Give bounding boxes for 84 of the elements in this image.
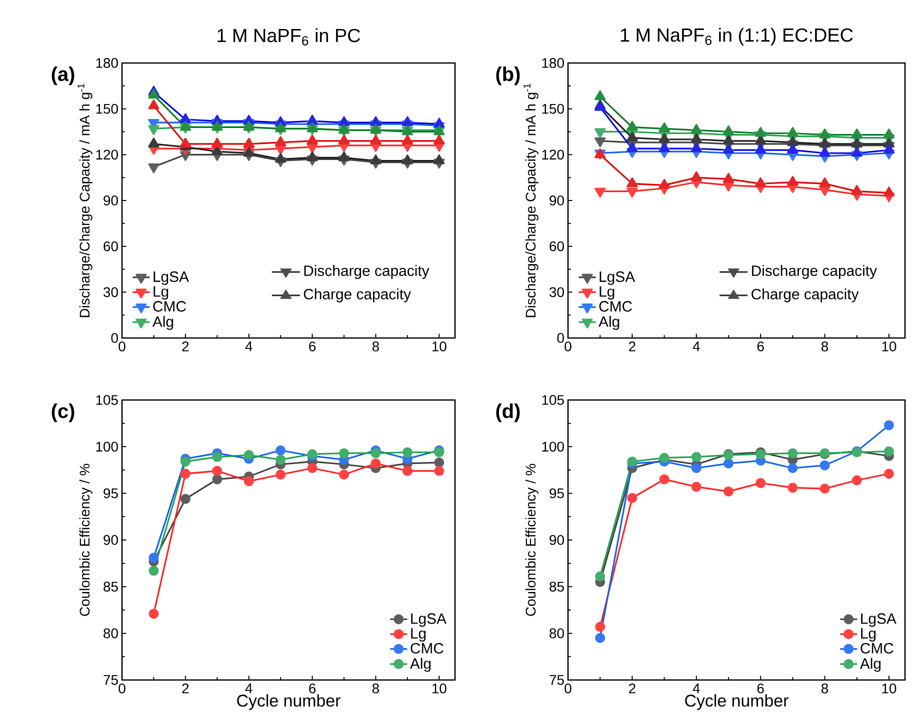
x-tick-label: 2 — [629, 341, 636, 352]
x-tick-label: 10 — [432, 683, 446, 694]
x-tick-label: 10 — [432, 341, 446, 352]
chart-title: 1 M NaPF$_{6}$ in (1:1) EC:DEC — [620, 28, 853, 46]
legend-label: CMC — [153, 301, 186, 312]
x-tick-label: 8 — [822, 341, 828, 352]
x-tick-label: 4 — [692, 342, 700, 352]
annotation: Charge capacity — [752, 288, 859, 302]
legend-label: Alg — [598, 316, 620, 330]
y-axis-title: Discharge/Charge Capacity / mA h g$^{-1}$ — [78, 84, 92, 318]
y-tick-label: 180 — [96, 58, 118, 68]
legend-label: CMC — [599, 301, 632, 312]
y-tick-label: 30 — [104, 287, 118, 298]
y-tick-label: 120 — [96, 150, 118, 160]
legend-label: Alg — [860, 658, 881, 672]
x-tick-label: 8 — [822, 683, 828, 694]
y-tick-label: 80 — [550, 628, 564, 638]
y-tick-label: 95 — [550, 488, 564, 498]
x-tick-label: 10 — [882, 341, 896, 352]
y-tick-label: 0 — [557, 333, 564, 343]
legend-label: Lg — [600, 286, 614, 300]
x-tick-label: 6 — [309, 341, 316, 352]
y-tick-label: 105 — [542, 395, 564, 405]
y-axis-title: Coulombic Efficiency / % — [525, 464, 538, 616]
x-axis-title: Cycle number — [685, 694, 788, 710]
legend-label: CMC — [860, 642, 894, 654]
legend-label: Alg — [152, 316, 174, 330]
y-tick-label: 85 — [550, 582, 564, 592]
y-tick-label: 150 — [542, 104, 564, 114]
x-tick-label: 2 — [629, 683, 636, 694]
y-tick-label: 80 — [104, 628, 118, 638]
y-tick-label: 100 — [542, 442, 564, 452]
chart-title: 1 M NaPF$_{6}$ in PC — [218, 28, 360, 46]
x-axis-title: Cycle number — [237, 694, 340, 710]
y-tick-label: 120 — [542, 150, 564, 160]
x-tick-label: 6 — [757, 341, 764, 352]
x-tick-label: 4 — [245, 684, 252, 694]
x-tick-label: 8 — [372, 341, 379, 352]
annotation: Discharge capacity — [752, 265, 877, 279]
text: (a) — [52, 66, 74, 86]
legend-label: Alg — [410, 658, 431, 672]
y-tick-label: 95 — [104, 488, 118, 498]
legend-label: LgSA — [154, 271, 189, 285]
x-tick-label: 0 — [564, 683, 572, 694]
y-tick-label: 150 — [96, 104, 118, 114]
y-tick-label: 90 — [104, 535, 118, 545]
x-tick-label: 6 — [757, 683, 764, 694]
y-tick-label: 75 — [550, 675, 564, 685]
y-axis-title: Coulombic Efficiency / % — [79, 464, 92, 616]
x-tick-label: 0 — [118, 683, 126, 694]
y-tick-label: 90 — [550, 196, 564, 206]
x-tick-label: 6 — [309, 683, 316, 694]
annotation: Discharge capacity — [304, 265, 430, 279]
y-tick-label: 60 — [550, 241, 564, 252]
x-tick-label: 4 — [245, 342, 252, 352]
x-tick-label: 0 — [118, 341, 126, 352]
legend-label: Lg — [411, 628, 426, 642]
y-tick-label: 0 — [111, 333, 118, 343]
y-tick-label: 90 — [104, 196, 118, 206]
legend-label: Lg — [154, 286, 168, 300]
y-tick-label: 180 — [542, 58, 564, 68]
legend-label: CMC — [410, 642, 444, 654]
x-tick-label: 10 — [882, 683, 896, 694]
y-tick-label: 105 — [96, 395, 118, 405]
y-tick-label: 85 — [104, 582, 118, 592]
x-tick-label: 2 — [182, 683, 189, 694]
text: (d) — [496, 404, 520, 422]
x-tick-label: 0 — [564, 341, 572, 352]
text: (b) — [496, 66, 520, 86]
y-axis-title: Discharge/Charge Capacity / mA h g$^{-1}$ — [524, 84, 538, 318]
y-tick-label: 30 — [550, 287, 564, 298]
y-tick-label: 75 — [104, 675, 118, 685]
y-tick-label: 60 — [104, 241, 118, 252]
x-tick-label: 4 — [692, 684, 700, 694]
x-tick-label: 2 — [182, 341, 189, 352]
legend-label: LgSA — [411, 613, 446, 627]
annotation: Charge capacity — [304, 288, 412, 302]
text: (c) — [52, 404, 74, 422]
x-tick-label: 8 — [372, 683, 379, 694]
y-tick-label: 90 — [550, 535, 564, 545]
legend-label: LgSA — [600, 271, 636, 285]
legend-label: Lg — [861, 628, 876, 642]
legend-label: LgSA — [861, 613, 896, 627]
y-tick-label: 100 — [96, 442, 118, 452]
